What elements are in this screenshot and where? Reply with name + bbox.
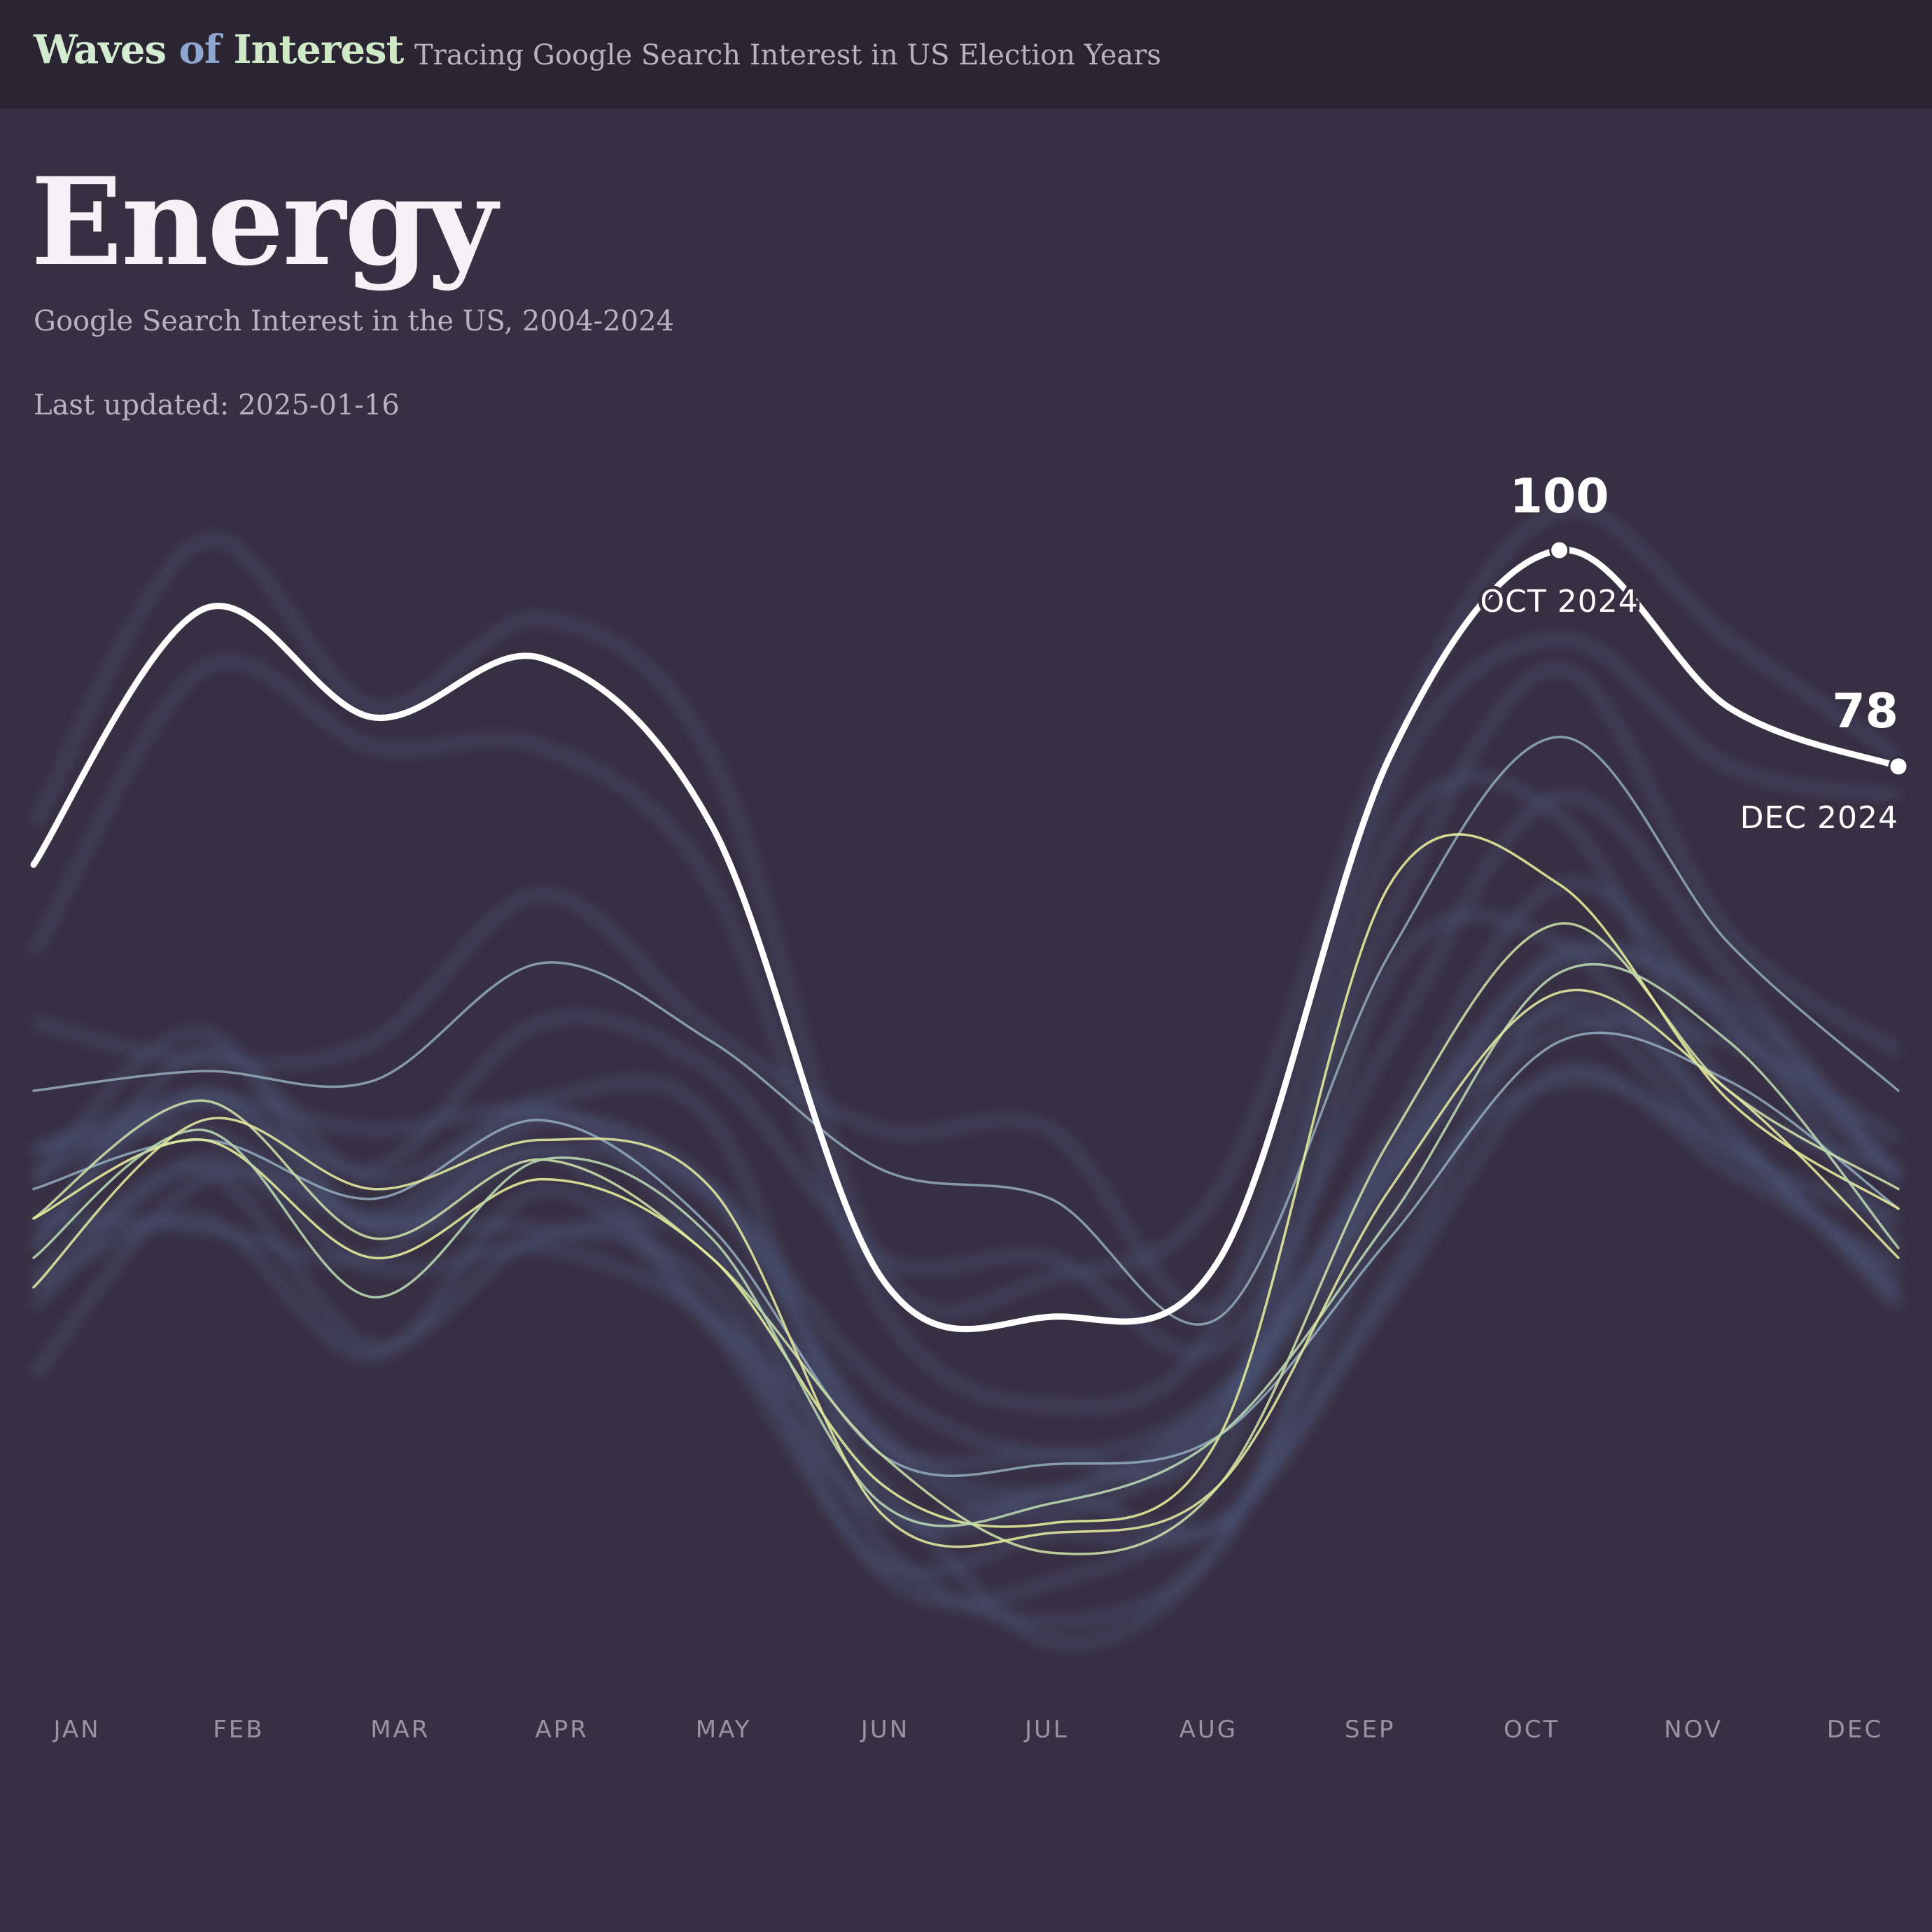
- background-year-line: [29, 634, 1900, 1412]
- background-year-line: [32, 663, 1901, 1317]
- x-tick-aug: AUG: [1180, 1716, 1238, 1744]
- x-tick-apr: APR: [536, 1716, 589, 1744]
- page-title: Energy: [31, 150, 497, 293]
- x-tick-jul: JUL: [1023, 1716, 1069, 1744]
- peak-annotation-dot[interactable]: [1549, 540, 1570, 561]
- series-line-6[interactable]: [32, 988, 1900, 1548]
- page-subtitle: Google Search Interest in the US, 2004-2…: [34, 305, 674, 337]
- end-annotation-label: DEC 2024: [1740, 800, 1898, 836]
- brand-logo[interactable]: Waves of Interest: [34, 27, 404, 73]
- brand-word-3: Interest: [233, 27, 404, 73]
- annotation-layer: 100 OCT 2024 78 DEC 2024: [1477, 469, 1909, 839]
- background-year-line: [31, 993, 1903, 1578]
- peak-annotation-value: 100: [1510, 469, 1609, 524]
- x-tick-jan: JAN: [52, 1716, 100, 1744]
- background-year-line: [29, 1074, 1902, 1627]
- brand-word-1: Waves: [34, 27, 167, 73]
- background-year-line: [29, 504, 1901, 1317]
- last-updated: Last updated: 2025-01-16: [34, 389, 400, 421]
- series-line-5[interactable]: [32, 962, 1900, 1527]
- x-tick-mar: MAR: [370, 1716, 430, 1744]
- x-tick-sep: SEP: [1345, 1716, 1396, 1744]
- x-axis: JAN FEB MAR APR MAY JUN JUL AUG SEP OCT NOV DEC: [52, 1716, 1883, 1744]
- x-tick-feb: FEB: [213, 1716, 264, 1744]
- x-tick-dec: DEC: [1827, 1716, 1883, 1744]
- series-line-4[interactable]: [32, 833, 1900, 1528]
- x-tick-may: MAY: [696, 1716, 752, 1744]
- x-tick-oct: OCT: [1504, 1716, 1560, 1744]
- series-line-3[interactable]: [32, 922, 1900, 1555]
- tagline: Tracing Google Search Interest in US Ele…: [414, 39, 1161, 71]
- x-tick-jun: JUN: [860, 1716, 909, 1744]
- end-annotation-value: 78: [1832, 684, 1898, 739]
- x-tick-nov: NOV: [1664, 1716, 1723, 1744]
- background-year-line: [31, 1016, 1901, 1460]
- background-years-layer: [29, 504, 1903, 1648]
- background-year-line: [31, 790, 1903, 1359]
- series-line-1[interactable]: [32, 736, 1900, 1326]
- series-layer: [30, 547, 1902, 1555]
- top-bar: Waves of Interest Tracing Google Search …: [0, 0, 1932, 108]
- series-line-2[interactable]: [32, 1031, 1900, 1478]
- background-year-line: [29, 940, 1903, 1537]
- brand-word-2: of: [178, 27, 221, 73]
- end-annotation-dot[interactable]: [1888, 756, 1909, 777]
- peak-annotation-label: OCT 2024: [1480, 584, 1639, 620]
